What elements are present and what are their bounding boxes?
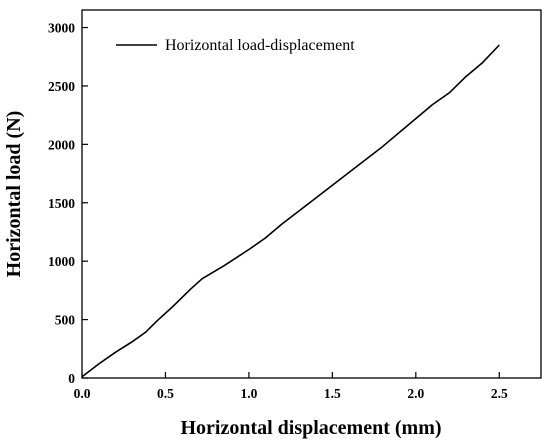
x-tick-label: 0.0: [74, 386, 91, 401]
y-tick-label: 1000: [48, 254, 75, 269]
x-axis-ticks: 0.0 0.5 1.0 1.5 2.0 2.5: [74, 372, 508, 401]
legend: Horizontal load-displacement: [116, 37, 355, 54]
x-tick-label: 2.5: [491, 386, 508, 401]
x-tick-label: 0.5: [157, 386, 174, 401]
y-tick-label: 1500: [48, 196, 75, 211]
y-axis-ticks: 0 500 1000 1500 2000 2500 3000: [48, 21, 88, 386]
plot-area-frame: [81, 9, 542, 379]
y-tick-label: 3000: [48, 21, 75, 36]
y-tick-label: 2500: [48, 79, 75, 94]
x-axis-title: Horizontal displacement (mm): [180, 417, 441, 439]
x-tick-label: 1.5: [324, 386, 341, 401]
x-tick-label: 1.0: [240, 386, 257, 401]
legend-label: Horizontal load-displacement: [165, 37, 355, 54]
y-tick-label: 500: [55, 313, 76, 328]
y-axis-title: Horizontal load (N): [3, 111, 25, 278]
y-tick-label: 2000: [48, 137, 75, 152]
x-tick-label: 2.0: [407, 386, 424, 401]
y-tick-label: 0: [68, 371, 75, 386]
series-line-horizontal-load-displacement: [81, 44, 500, 378]
